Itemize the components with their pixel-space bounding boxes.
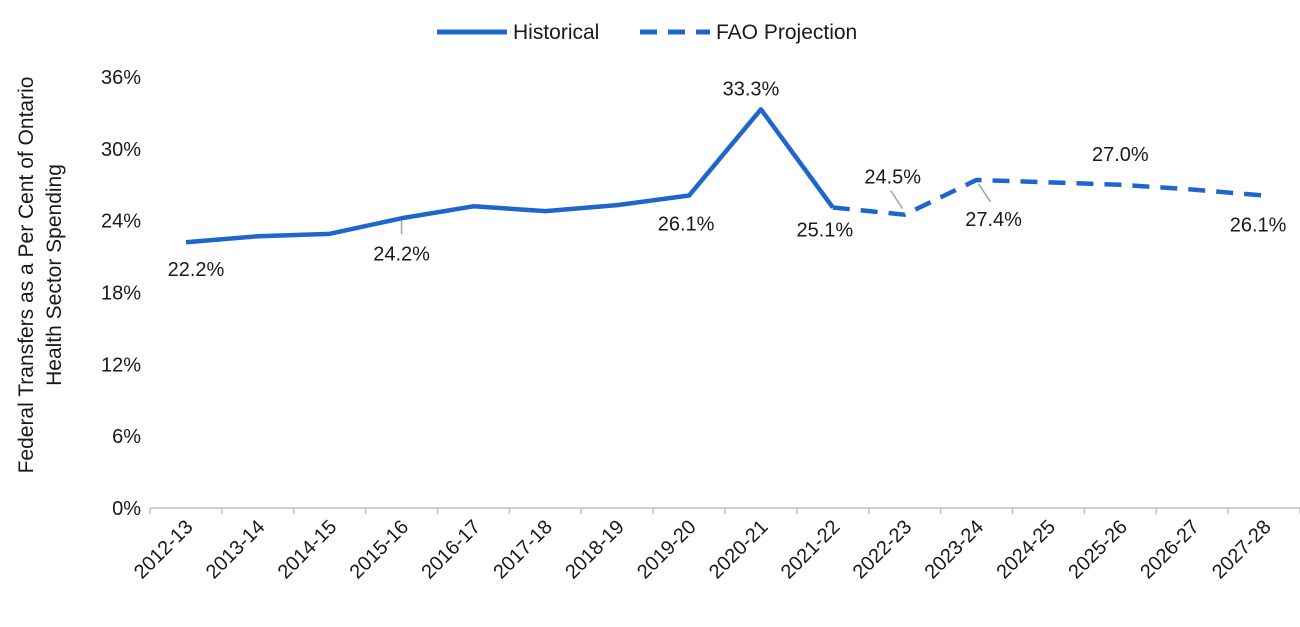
data-label: 24.5% [864, 167, 921, 189]
series-line-historical [185, 107, 835, 245]
x-tick-label: 2025-26 [1064, 516, 1131, 583]
legend: Historical FAO Projection [437, 21, 857, 44]
data-label: 25.1% [796, 219, 853, 241]
data-label: 27.4% [965, 209, 1022, 231]
data-label-leader [977, 183, 992, 203]
y-axis-title-line: Health Sector Spending [43, 164, 66, 386]
y-axis-title-line: Federal Transfers as a Per Cent of Ontar… [15, 77, 38, 474]
data-label-leader [890, 190, 904, 210]
x-tick-label: 2022-23 [849, 516, 916, 583]
data-label: 24.2% [373, 243, 430, 265]
x-tick-label: 2017-18 [489, 516, 556, 583]
x-tick-label: 2020-21 [705, 516, 772, 583]
data-label: 26.1% [1230, 215, 1287, 237]
legend-item-historical: Historical [437, 21, 599, 44]
x-tick-label: 2015-16 [346, 516, 413, 583]
x-tick-label: 2024-25 [993, 516, 1060, 583]
x-tick-label: 2012-13 [130, 516, 197, 583]
x-tick-label: 2026-27 [1136, 516, 1203, 583]
data-label: 22.2% [168, 259, 225, 281]
x-tick-label: 2018-19 [561, 516, 628, 583]
legend-item-projection: FAO Projection [640, 21, 857, 44]
y-tick-label: 18% [101, 283, 141, 305]
legend-label: FAO Projection [716, 21, 857, 44]
x-tick-label: 2016-17 [418, 516, 485, 583]
data-label: 33.3% [723, 78, 780, 100]
y-tick-label: 0% [112, 498, 141, 520]
x-tick-label: 2014-15 [274, 516, 341, 583]
series-layer [185, 107, 1265, 245]
data-labels: 22.2% 24.2% 26.1% 33.3% 25.1% 24.5% 27.4% 27.0%… [168, 78, 1287, 281]
y-tick-label: 6% [112, 426, 141, 448]
x-tick-label: 2023-24 [921, 516, 988, 583]
legend-label: Historical [513, 21, 599, 44]
x-tick-label: 2019-20 [633, 516, 700, 583]
x-axis: 2012-13 2013-14 2014-15 2015-16 2016-17 2017-… [130, 507, 1300, 583]
data-label: 27.0% [1092, 144, 1149, 166]
series-line-projection [832, 177, 1265, 217]
y-tick-label: 24% [101, 211, 141, 233]
x-tick-label: 2021-22 [777, 516, 844, 583]
y-tick-label: 30% [101, 139, 141, 161]
x-tick-label: 2027-28 [1208, 516, 1275, 583]
y-axis: 0% 6% 12% 18% 24% 30% 36% [101, 67, 141, 520]
y-axis-title: Federal Transfers as a Per Cent of Ontar… [15, 77, 66, 474]
data-label: 26.1% [658, 214, 715, 236]
y-tick-label: 12% [101, 354, 141, 376]
y-tick-label: 36% [101, 67, 141, 89]
x-tick-label: 2013-14 [202, 516, 269, 583]
